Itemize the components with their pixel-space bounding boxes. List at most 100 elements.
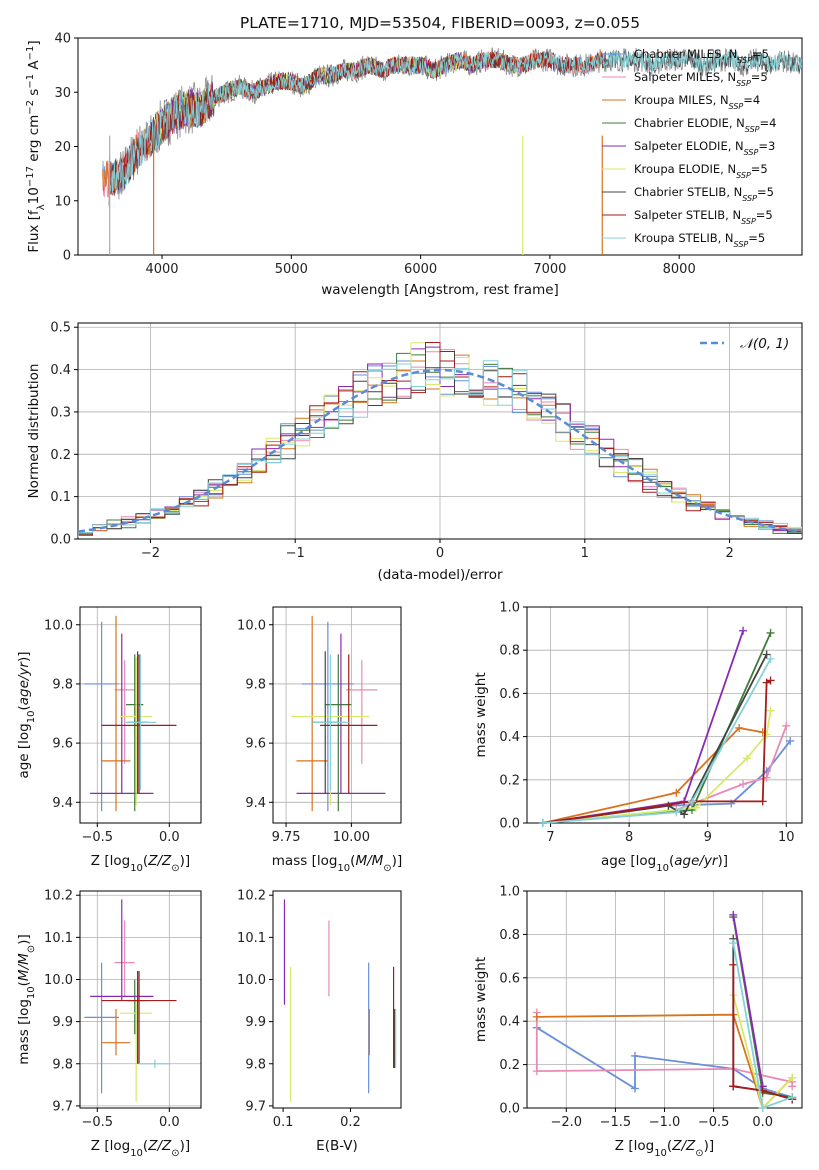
x-tick-label: 0.1 — [273, 1115, 294, 1130]
x-tick-label: 8 — [625, 830, 633, 845]
residual-histograms — [78, 342, 802, 538]
label-part: s — [26, 89, 42, 100]
label-part: ( — [143, 853, 148, 869]
legend-suffix: =5 — [752, 47, 769, 61]
weight-marker — [532, 1067, 541, 1076]
label-part: ( — [16, 705, 32, 710]
axes-frame — [272, 606, 402, 824]
weight-marker — [729, 939, 738, 948]
y-axis-label: Normed distribution — [26, 364, 42, 499]
x-tick-label: 2 — [725, 546, 733, 561]
x-axis-label: age [log10(age/yr)] — [601, 853, 728, 874]
label-part: M/M — [16, 953, 32, 981]
label-part: age/yr — [674, 853, 719, 869]
x-tick-label: 6000 — [404, 262, 437, 277]
y-tick-label: 10.1 — [44, 931, 73, 946]
y-tick-label: 9.6 — [52, 737, 73, 752]
x-tick-label: −0.5 — [81, 1115, 113, 1130]
label-part: ⊙ — [171, 863, 179, 874]
legend-suffix: =5 — [756, 208, 773, 222]
x-tick-label: 1 — [581, 546, 589, 561]
y-tick-label: 10.0 — [44, 618, 73, 633]
weight-marker — [729, 1082, 738, 1091]
label-part: Z [log — [91, 853, 130, 869]
legend-label: Salpeter STELIB, NSSP=5 — [634, 208, 773, 226]
x-tick-label: 7 — [546, 830, 554, 845]
label-part: −1 — [25, 46, 36, 61]
legend-label: Kroupa MILES, NSSP=4 — [634, 93, 760, 111]
y-tick-label: 0.1 — [50, 490, 71, 505]
label-part: )] — [16, 651, 32, 662]
legend-sub: SSP — [745, 125, 760, 134]
weight-marker — [672, 788, 681, 797]
label-part: M/M — [355, 853, 383, 869]
legend-sub: SSP — [742, 194, 757, 203]
weight-line — [542, 630, 744, 824]
weight-marker — [735, 723, 744, 732]
y-tick-label: 0.4 — [50, 363, 71, 378]
legend-label: Kroupa ELODIE, NSSP=5 — [634, 162, 768, 180]
legend-text: Salpeter ELODIE, N — [634, 139, 744, 153]
y-axis-label: mass [log10(M/M⊙)] — [16, 934, 37, 1064]
x-axis-label: mass [log10(M/M⊙)] — [272, 853, 402, 874]
y-tick-label: 0.2 — [499, 773, 520, 788]
axes-frame — [526, 606, 803, 824]
y-tick-label: 0.3 — [50, 405, 71, 420]
y-tick-label: 9.4 — [52, 796, 73, 811]
label-part: )] — [180, 853, 191, 869]
x-axis-label: Z [log10(Z/Z⊙)] — [91, 1138, 190, 1159]
label-part: ⊙ — [695, 1148, 703, 1159]
y-tick-label: 0.6 — [499, 687, 520, 702]
legend-label: Chabrier STELIB, NSSP=5 — [634, 185, 774, 203]
x-axis-label: wavelength [Angstrom, rest frame] — [321, 282, 559, 298]
x-tick-label: 0.0 — [159, 1115, 180, 1130]
label-part: )] — [180, 1138, 191, 1154]
weight-line — [542, 658, 772, 824]
weight-marker — [766, 628, 775, 637]
weight-line — [536, 1026, 793, 1099]
weight-marker — [762, 650, 771, 659]
label-part: ⊙ — [26, 945, 37, 953]
histogram-kroupa-stelib — [78, 360, 802, 537]
legend-label: Chabrier ELODIE, NSSP=4 — [634, 116, 776, 134]
y-tick-label: 0 — [63, 249, 71, 264]
y-axis-label: Flux [fλ10−17 erg cm−2 s−1 A−1] — [25, 40, 47, 252]
label-part: )] — [392, 853, 403, 869]
x-tick-label: −2 — [141, 546, 160, 561]
weight-marker — [743, 754, 751, 763]
x-tick-label: 0.2 — [340, 1115, 361, 1130]
legend-label: Chabrier MILES, NSSP=5 — [634, 47, 769, 65]
label-part: age [log — [16, 723, 32, 778]
label-part: mass [log — [16, 999, 32, 1065]
y-tick-label: 0.8 — [499, 644, 520, 659]
weight-marker — [788, 1093, 797, 1102]
label-part: )] — [16, 934, 32, 945]
label-part: 10 — [26, 711, 37, 724]
y-tick-label: 0.8 — [499, 928, 520, 943]
x-tick-label: −1.5 — [600, 1115, 632, 1130]
weight-line — [732, 914, 764, 1087]
y-tick-label: 0.4 — [499, 730, 520, 745]
model-spectrum — [109, 50, 802, 195]
weight-marker — [691, 803, 700, 812]
x-tick-label: 4000 — [145, 262, 178, 277]
weight-marker — [688, 797, 696, 806]
y-tick-label: 1.0 — [499, 885, 520, 900]
label-part: Z/Z — [671, 1138, 696, 1154]
label-part: Z/Z — [147, 1138, 172, 1154]
label-part: 10 — [130, 1148, 143, 1159]
label-part: Z [log — [615, 1138, 654, 1154]
legend-text: Kroupa MILES, N — [634, 93, 729, 107]
x-tick-label: −0.5 — [698, 1115, 730, 1130]
spectrum-lines — [102, 47, 802, 255]
y-tick-label: 9.8 — [52, 677, 73, 692]
y-tick-label: 9.8 — [245, 1057, 266, 1072]
weight-marker — [672, 808, 681, 817]
weight-line — [732, 964, 793, 1101]
legend-suffix: =3 — [758, 139, 775, 153]
label-part: −1 — [25, 74, 36, 89]
weight-line — [542, 725, 788, 824]
y-tick-label: 0.4 — [499, 1015, 520, 1030]
weight-marker — [788, 1073, 797, 1082]
